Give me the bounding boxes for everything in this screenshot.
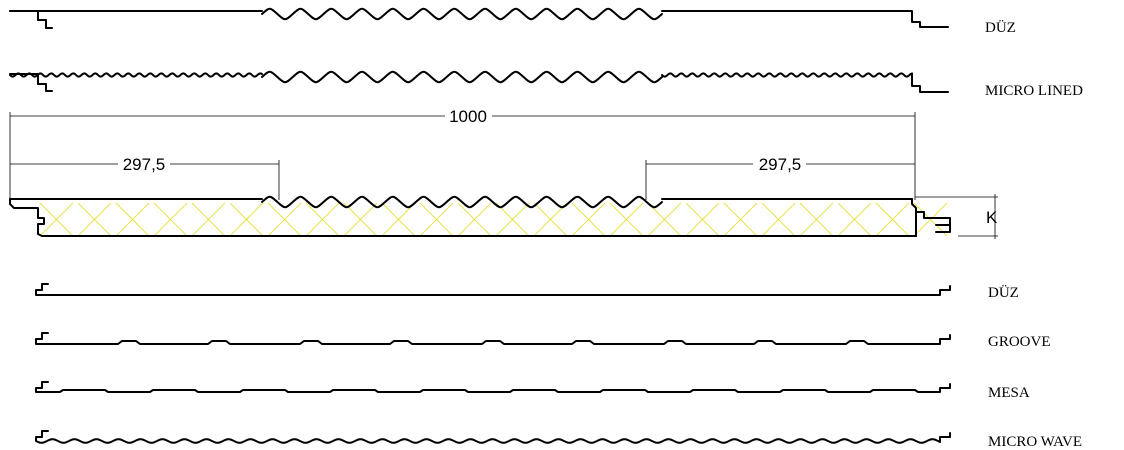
bottom-profile-duz: DÜZ (35, 283, 1019, 301)
top-profile-duz-label: DÜZ (985, 19, 1016, 36)
top-profile-duz: DÜZ (9, 7, 1016, 36)
bottom-profile-micro-wave-label: MICRO WAVE (988, 434, 1082, 450)
bottom-profile-duz-label: DÜZ (988, 284, 1019, 301)
top-profile-micro-lined: MICRO LINED (9, 70, 1083, 99)
sandwich-panel-section (9, 195, 951, 237)
bottom-profile-mesa-label: MESA (988, 385, 1030, 401)
insulation-hatch (39, 202, 948, 237)
top-profile-micro-lined-label: MICRO LINED (985, 83, 1083, 99)
bottom-profile-mesa: MESA (35, 381, 1030, 401)
dimension-total-text: 1000 (449, 107, 487, 126)
bottom-profile-groove: GROOVE (35, 332, 1051, 350)
bottom-profile-groove-label: GROOVE (988, 334, 1051, 350)
bottom-profile-micro-wave: MICRO WAVE (35, 430, 1082, 450)
dimension-lines: 1000 297,5 297,5 K (9, 107, 998, 239)
dimension-thickness-text: K (986, 208, 998, 227)
dimension-right-text: 297,5 (759, 155, 802, 174)
dimension-left-text: 297,5 (123, 155, 166, 174)
